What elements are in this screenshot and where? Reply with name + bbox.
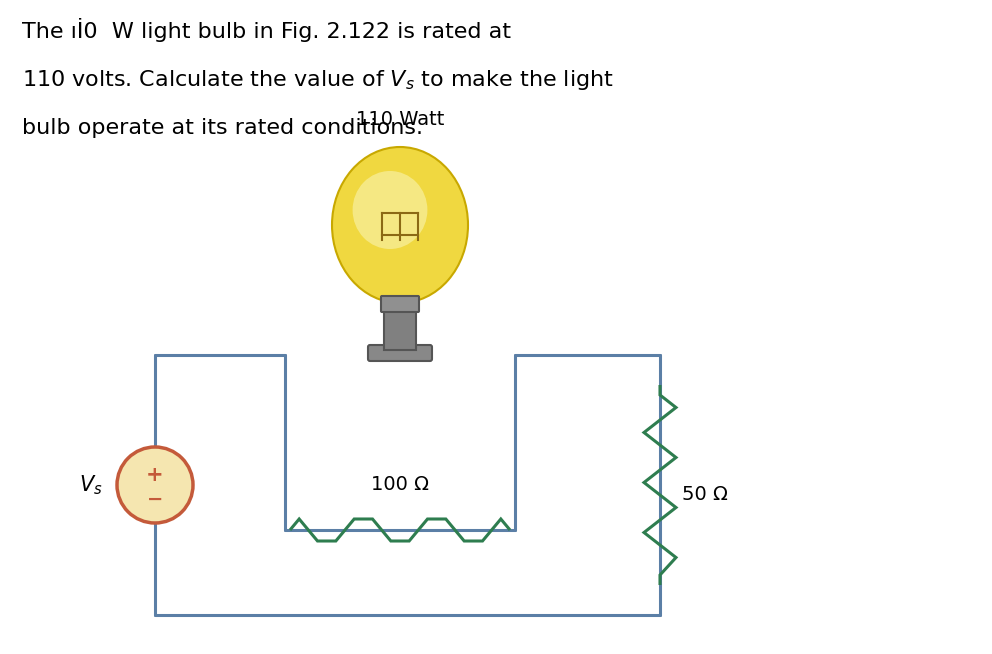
Circle shape <box>117 447 193 523</box>
Ellipse shape <box>352 171 428 249</box>
Text: The ıİ0  W light bulb in Fig. 2.122 is rated at: The ıİ0 W light bulb in Fig. 2.122 is ra… <box>22 18 511 42</box>
Text: 110 volts. Calculate the value of $V_s$ to make the light: 110 volts. Calculate the value of $V_s$ … <box>22 68 614 92</box>
Text: 100 Ω: 100 Ω <box>371 475 429 494</box>
Text: −: − <box>147 489 164 509</box>
Ellipse shape <box>332 147 468 303</box>
Text: bulb operate at its rated conditions.: bulb operate at its rated conditions. <box>22 118 423 138</box>
Text: +: + <box>146 465 164 485</box>
Text: 50 Ω: 50 Ω <box>682 485 728 504</box>
FancyBboxPatch shape <box>381 296 419 312</box>
FancyBboxPatch shape <box>368 345 432 361</box>
Text: 110 Watt: 110 Watt <box>356 110 444 129</box>
Text: $V_s$: $V_s$ <box>79 473 103 497</box>
Bar <box>384 305 416 350</box>
Polygon shape <box>380 288 420 297</box>
